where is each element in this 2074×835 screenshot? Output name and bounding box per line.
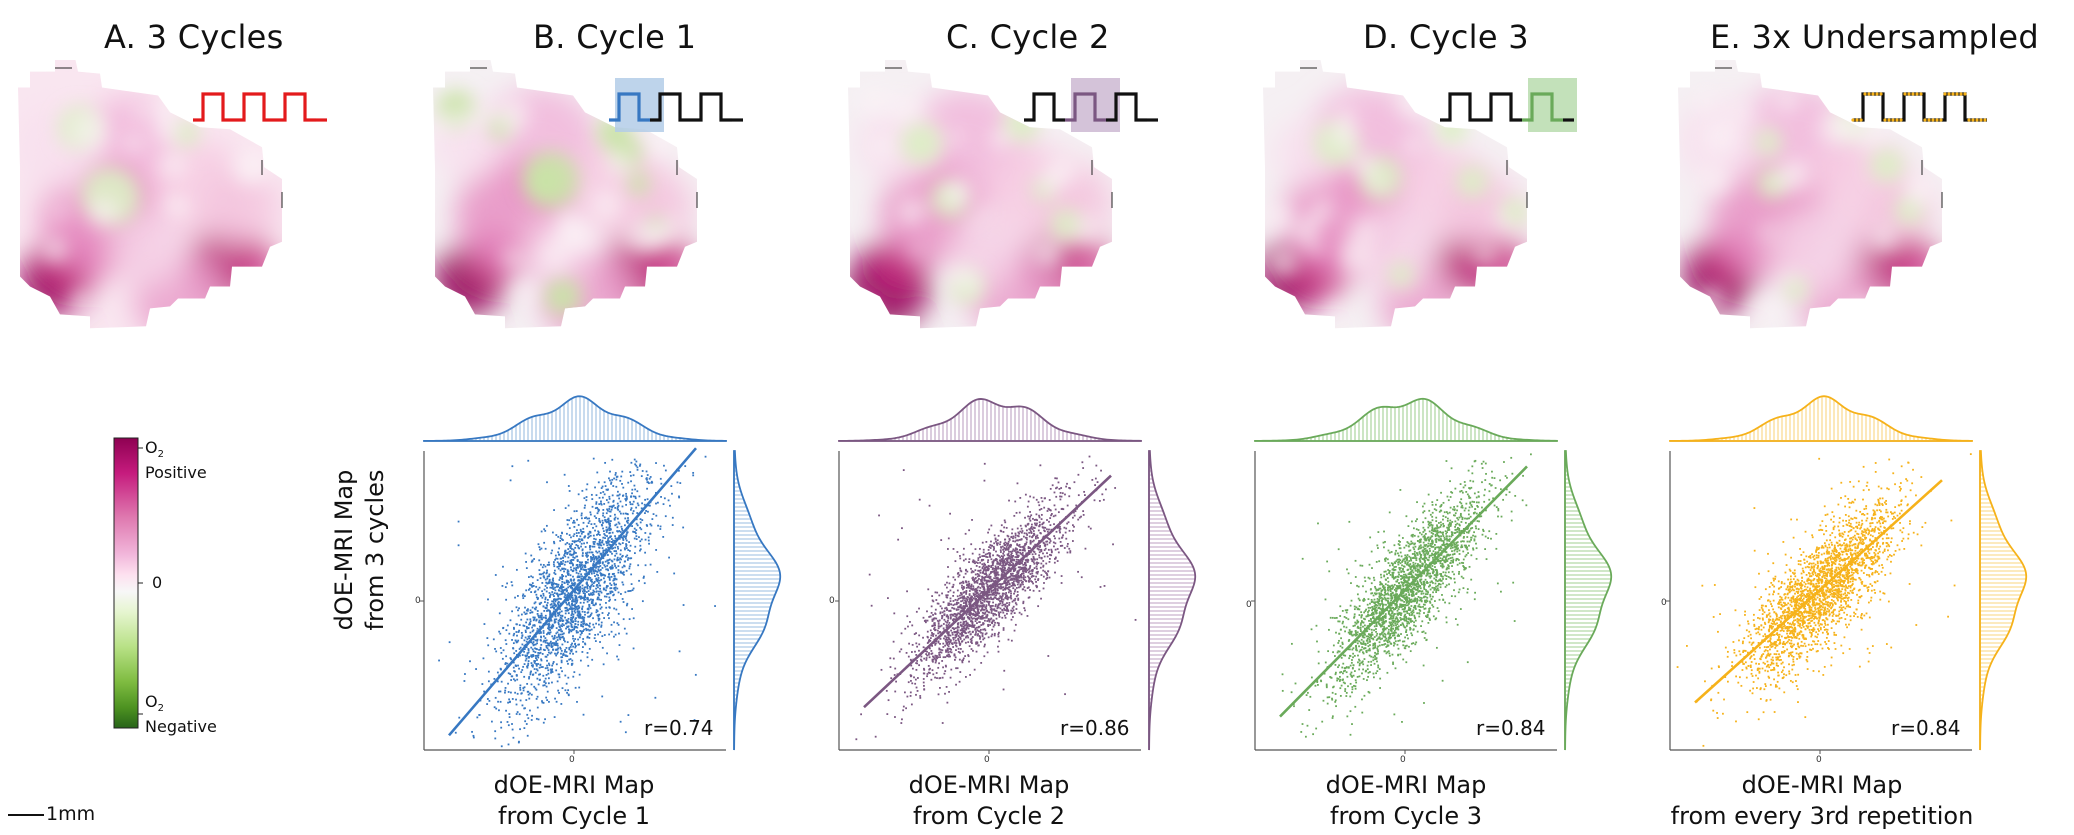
top-marginal-density	[1254, 397, 1558, 442]
regression-line	[1279, 465, 1528, 718]
x-tick-zero-b: 0	[569, 755, 575, 765]
y-axis-title: dOE-MRI Map from 3 cycles	[330, 469, 389, 631]
y-tick-zero-b: 0	[415, 596, 421, 606]
stimulus-waveform-a	[193, 92, 327, 122]
stimulus-waveform-c	[1024, 78, 1158, 132]
correlation-e: r=0.84	[1891, 716, 1961, 740]
top-marginal-density	[1669, 395, 1973, 442]
tumour-map-d	[1263, 60, 1528, 329]
panel-a-title: A. 3 Cycles	[104, 18, 284, 56]
panel-c-title: C. Cycle 2	[946, 18, 1110, 56]
x-tick-zero-e: 0	[1816, 755, 1822, 765]
tumour-map-b	[433, 60, 698, 329]
colorbar	[113, 437, 139, 729]
colorbar-top-label: O2 Positive	[145, 438, 207, 483]
x-tick-zero-d: 0	[1400, 755, 1406, 765]
colorbar-bottom-label: O2 Negative	[145, 692, 217, 737]
colorbar-mid-label: 0	[152, 573, 163, 592]
x-axis-title-c: dOE-MRI Map from Cycle 2	[908, 771, 1070, 830]
top-marginal-density	[838, 398, 1142, 442]
scatter-points	[438, 455, 716, 748]
right-marginal-density	[1564, 450, 1613, 751]
correlation-d: r=0.84	[1476, 716, 1546, 740]
scatter-plot-c	[835, 398, 1197, 754]
right-marginal-density	[1979, 450, 2028, 751]
y-tick-zero-d: 0	[1246, 600, 1252, 610]
panel-d-title: D. Cycle 3	[1363, 18, 1529, 56]
tumour-map-e	[1678, 60, 1943, 329]
scatter-plot-b	[420, 395, 782, 754]
x-axis-title-b: dOE-MRI Map from Cycle 1	[493, 771, 655, 830]
x-tick-zero-c: 0	[984, 755, 990, 765]
scatter-plot-e	[1666, 395, 2028, 754]
scale-bar-label: 1mm	[46, 803, 96, 825]
scatter-points	[1676, 453, 1972, 747]
tumour-map-a	[18, 60, 283, 329]
panel-b-title: B. Cycle 1	[533, 18, 697, 56]
regression-line	[448, 447, 697, 737]
scatter-points	[1281, 453, 1532, 738]
x-axis-title-d: dOE-MRI Map from Cycle 3	[1325, 771, 1487, 830]
scatter-plot-d	[1251, 397, 1613, 754]
stimulus-waveform-d	[1440, 78, 1577, 132]
y-tick-zero-c: 0	[829, 596, 835, 606]
regression-line	[863, 474, 1112, 709]
regression-line	[1694, 479, 1943, 704]
right-marginal-density	[733, 450, 782, 751]
correlation-b: r=0.74	[644, 716, 714, 740]
top-marginal-density	[423, 395, 727, 442]
stimulus-waveform-b	[609, 78, 743, 132]
y-tick-zero-e: 0	[1661, 598, 1667, 608]
scatter-points	[855, 455, 1137, 741]
stimulus-waveform-e	[1851, 92, 1987, 122]
x-axis-title-e: dOE-MRI Map from every 3rd repetition	[1670, 771, 1974, 830]
correlation-c: r=0.86	[1060, 716, 1130, 740]
right-marginal-density	[1148, 450, 1197, 751]
panel-e-title: E. 3x Undersampled	[1710, 18, 2039, 56]
